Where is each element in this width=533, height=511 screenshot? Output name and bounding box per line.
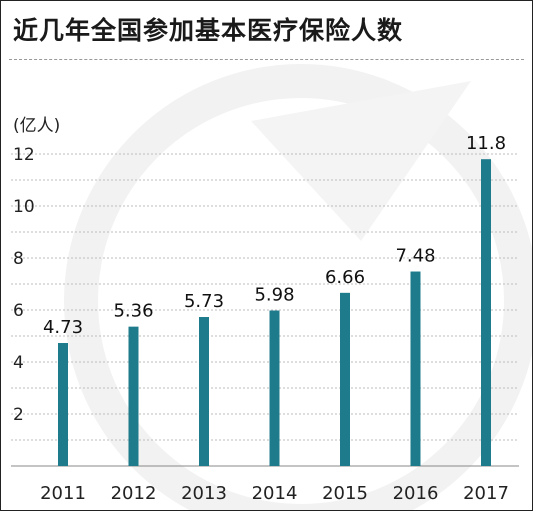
data-labels: 4.73 5.36 5.73 5.98 6.66 7.48 11.8 bbox=[43, 133, 506, 338]
chart-title: 近几年全国参加基本医疗保险人数 bbox=[13, 16, 404, 45]
bar bbox=[128, 326, 139, 466]
x-tick-label: 2014 bbox=[252, 483, 298, 504]
x-tick-label: 2013 bbox=[181, 483, 227, 504]
y-tick-label: 8 bbox=[13, 249, 24, 269]
x-tick-label: 2017 bbox=[463, 483, 509, 504]
y-tick-label: 6 bbox=[13, 301, 24, 321]
bar bbox=[340, 292, 350, 466]
x-tick-label: 2016 bbox=[393, 483, 439, 504]
data-label: 6.66 bbox=[325, 267, 365, 288]
y-tick-label: 10 bbox=[13, 197, 35, 217]
data-label: 5.98 bbox=[254, 285, 294, 306]
x-tick-label: 2011 bbox=[40, 483, 86, 504]
y-tick-label: 2 bbox=[13, 405, 24, 425]
bar bbox=[199, 317, 209, 466]
data-label: 7.48 bbox=[395, 246, 435, 267]
y-tick-label: 12 bbox=[13, 145, 35, 165]
bar bbox=[410, 271, 421, 466]
y-tick-labels: 2 4 6 8 10 12 bbox=[13, 145, 35, 425]
y-tick-label: 4 bbox=[13, 353, 24, 373]
gridlines bbox=[11, 153, 519, 467]
x-tick-label: 2015 bbox=[322, 483, 368, 504]
bars bbox=[58, 159, 491, 466]
watermark bbox=[64, 64, 532, 510]
title-divider bbox=[9, 59, 524, 60]
data-label: 5.36 bbox=[113, 301, 153, 322]
bar bbox=[58, 343, 68, 466]
y-axis-label: (亿人) bbox=[13, 116, 60, 136]
x-tick-labels: 2011 2012 2013 2014 2015 2016 2017 bbox=[40, 483, 509, 504]
data-label: 5.73 bbox=[184, 291, 224, 312]
bar bbox=[269, 310, 280, 466]
data-label: 4.73 bbox=[43, 317, 83, 338]
x-tick-label: 2012 bbox=[111, 483, 157, 504]
data-label: 11.8 bbox=[466, 133, 506, 154]
bar bbox=[481, 159, 491, 466]
